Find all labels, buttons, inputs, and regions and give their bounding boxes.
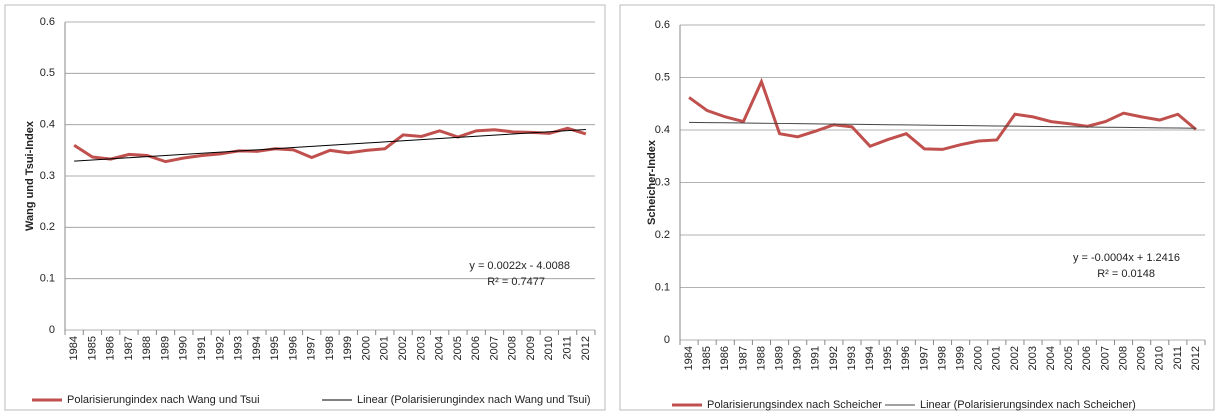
- x-tick-label: 1996: [287, 336, 299, 360]
- x-tick-label: 2010: [1154, 346, 1166, 370]
- y-tick-label: 0.2: [40, 221, 55, 233]
- x-tick-label: 1992: [214, 336, 226, 360]
- x-tick-label: 2012: [1190, 346, 1202, 370]
- x-tick-label: 2004: [434, 336, 446, 360]
- x-tick-label: 1991: [810, 346, 822, 370]
- legend-label: Linear (Polarisierungsindex nach Scheich…: [920, 399, 1136, 411]
- y-tick-label: 0.5: [655, 71, 670, 83]
- x-tick-label: 1984: [683, 346, 695, 370]
- y-tick-label: 0.4: [655, 124, 670, 136]
- x-tick-label: 1986: [719, 346, 731, 370]
- x-tick-label: 2007: [488, 336, 500, 360]
- x-tick-label: 1989: [773, 346, 785, 370]
- x-tick-label: 2000: [973, 346, 985, 370]
- x-tick-label: 1998: [324, 336, 336, 360]
- x-tick-label: 2001: [991, 346, 1003, 370]
- chart-frame: [619, 4, 1215, 411]
- x-tick-label: 1987: [737, 346, 749, 370]
- y-tick-label: 0: [664, 334, 670, 346]
- y-tick-label: 0.5: [40, 67, 55, 79]
- x-tick-label: 1997: [306, 336, 318, 360]
- x-tick-label: 2005: [452, 336, 464, 360]
- trend-equation: y = 0.0022x - 4.0088: [469, 260, 570, 272]
- y-tick-label: 0.6: [655, 19, 670, 31]
- trend-equation: y = -0.0004x + 1.2416: [1073, 252, 1180, 264]
- x-tick-label: 1984: [68, 336, 80, 360]
- x-tick-label: 2003: [1027, 346, 1039, 370]
- x-tick-label: 2002: [397, 336, 409, 360]
- x-tick-label: 2008: [507, 336, 519, 360]
- x-tick-label: 1998: [936, 346, 948, 370]
- x-tick-label: 2001: [379, 336, 391, 360]
- x-tick-label: 2009: [525, 336, 537, 360]
- x-tick-label: 2009: [1136, 346, 1148, 370]
- trend-equation: R² = 0.7477: [487, 276, 545, 288]
- data-line: [689, 121, 1196, 129]
- legend-label: Polarisierungsindex nach Scheicher: [707, 399, 882, 411]
- legend-label: Linear (Polarisierungindex nach Wang und…: [357, 394, 591, 406]
- x-tick-label: 1995: [882, 346, 894, 370]
- x-tick-label: 1988: [141, 336, 153, 360]
- y-tick-label: 0.2: [655, 229, 670, 241]
- x-tick-label: 2000: [360, 336, 372, 360]
- legend-label: Polarisierungindex nach Wang und Tsui: [67, 394, 260, 406]
- trend-equation: R² = 0.0148: [1097, 268, 1155, 280]
- x-tick-label: 2004: [1045, 346, 1057, 370]
- y-tick-label: 0.6: [40, 16, 55, 28]
- x-tick-label: 2002: [1009, 346, 1021, 370]
- x-tick-label: 1990: [792, 346, 804, 370]
- x-tick-label: 1987: [123, 336, 135, 360]
- x-tick-label: 1992: [828, 346, 840, 370]
- x-tick-label: 1996: [900, 346, 912, 370]
- y-tick-label: 0.3: [655, 176, 670, 188]
- x-tick-label: 2003: [415, 336, 427, 360]
- x-tick-label: 1997: [918, 346, 930, 370]
- x-tick-label: 2006: [470, 336, 482, 360]
- y-tick-label: 0.1: [655, 281, 670, 293]
- x-tick-label: 1990: [178, 336, 190, 360]
- chart-frame: [4, 4, 606, 411]
- data-line: [74, 128, 586, 162]
- x-tick-label: 2008: [1117, 346, 1129, 370]
- x-tick-label: 1999: [955, 346, 967, 370]
- x-tick-label: 2007: [1099, 346, 1111, 370]
- y-axis-label: Scheicher-Index: [646, 139, 658, 225]
- x-tick-label: 1994: [251, 336, 263, 360]
- x-tick-label: 1989: [159, 336, 171, 360]
- x-tick-label: 1986: [105, 336, 117, 360]
- x-tick-label: 1993: [846, 346, 858, 370]
- y-tick-label: 0.1: [40, 273, 55, 285]
- x-tick-label: 2011: [561, 336, 573, 360]
- x-tick-label: 2006: [1081, 346, 1093, 370]
- y-tick-label: 0: [49, 324, 55, 336]
- x-tick-label: 2012: [580, 336, 592, 360]
- x-tick-label: 1991: [196, 336, 208, 360]
- data-line: [73, 126, 587, 164]
- x-tick-label: 1999: [342, 336, 354, 360]
- x-tick-label: 1988: [755, 346, 767, 370]
- y-tick-label: 0.4: [40, 119, 55, 131]
- x-tick-label: 1993: [233, 336, 245, 360]
- data-line: [688, 77, 1197, 151]
- x-tick-label: 1994: [864, 346, 876, 370]
- x-tick-label: 2010: [543, 336, 555, 360]
- y-tick-label: 0.3: [40, 170, 55, 182]
- y-axis-label: Wang und Tsui-Index: [24, 120, 36, 231]
- x-tick-label: 2005: [1063, 346, 1075, 370]
- x-tick-label: 1995: [269, 336, 281, 360]
- x-tick-label: 1985: [86, 336, 98, 360]
- x-tick-label: 2011: [1172, 346, 1184, 370]
- x-tick-label: 1985: [701, 346, 713, 370]
